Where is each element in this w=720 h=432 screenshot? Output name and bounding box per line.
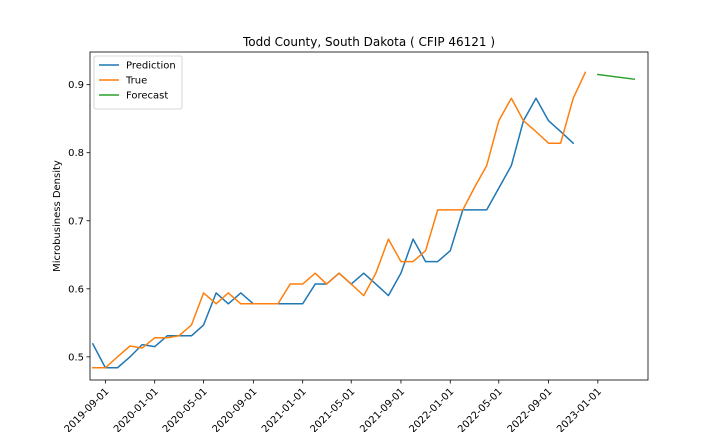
series-line-true	[92, 71, 587, 369]
series-line-forecast	[597, 73, 636, 81]
legend-label-true: True	[125, 76, 147, 87]
plot-frame	[89, 51, 649, 381]
y-tick-label: 0.8	[68, 148, 84, 159]
x-tick-label: 2022-09-01	[506, 386, 555, 432]
y-tick-label: 0.5	[68, 352, 84, 363]
legend-label-forecast: Forecast	[126, 91, 168, 102]
x-tick-label: 2021-01-01	[260, 386, 309, 432]
y-tick-label: 0.7	[68, 216, 84, 227]
x-tick-label: 2019-09-01	[63, 386, 112, 432]
x-tick-label: 2020-01-01	[112, 386, 161, 432]
x-tick-label: 2021-05-01	[308, 386, 357, 432]
x-tick-label: 2022-05-01	[456, 386, 505, 432]
y-tick-label: 0.6	[68, 284, 84, 295]
chart-title: Todd County, South Dakota ( CFIP 46121 )	[242, 35, 495, 49]
series-line-prediction	[91, 97, 575, 369]
x-tick-label: 2021-09-01	[358, 386, 407, 432]
x-axis: 2019-09-01 2020-01-01 2020-05-01 2020-09-01…	[63, 380, 604, 432]
x-tick-label: 2023-01-01	[555, 386, 604, 432]
y-axis: 0.5 0.6 0.7 0.8 0.9	[68, 80, 90, 363]
y-axis-label: Microbusiness Density	[52, 160, 63, 272]
legend-label-prediction: Prediction	[126, 61, 176, 72]
x-tick-label: 2022-01-01	[408, 386, 457, 432]
x-tick-label: 2020-09-01	[211, 386, 260, 432]
plot-area	[91, 71, 636, 369]
x-tick-label: 2020-05-01	[161, 386, 210, 432]
legend: Prediction True Forecast	[93, 55, 183, 110]
y-tick-label: 0.9	[68, 80, 84, 91]
